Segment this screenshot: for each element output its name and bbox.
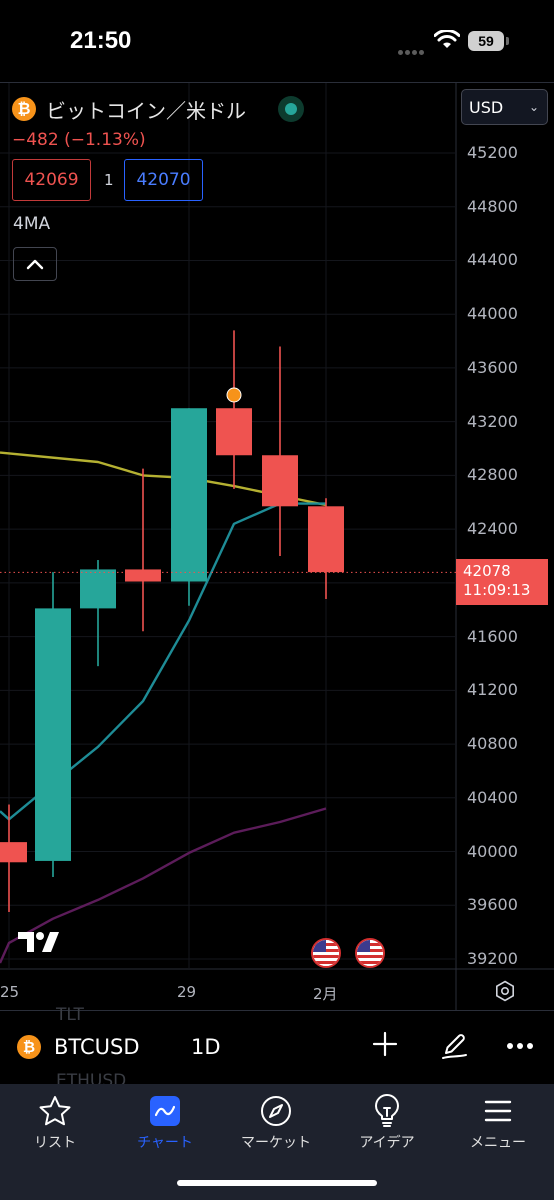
price-axis-label: 39600 (467, 895, 518, 915)
price-axis-label: 40400 (467, 787, 518, 807)
buy-button[interactable]: 42070 (124, 159, 203, 201)
tab-label: アイデア (359, 1135, 415, 1151)
tab-menu[interactable]: メニュー (443, 1094, 553, 1152)
tab-list[interactable]: リスト (0, 1094, 110, 1152)
currency-value: USD (469, 97, 504, 117)
candle-body (262, 455, 298, 507)
tab-label: マーケット (241, 1135, 311, 1151)
date-label-25: 25 (0, 983, 20, 1001)
battery-tip (506, 37, 509, 45)
indicator-label[interactable]: 4MA (13, 214, 51, 234)
compass-icon (261, 1096, 291, 1126)
chart-legend-symbol[interactable]: ₿ ビットコイン／米ドル (12, 95, 246, 123)
candle-body (125, 569, 161, 582)
sell-button[interactable]: 42069 (12, 159, 91, 201)
plus-icon[interactable] (372, 1031, 398, 1057)
price-axis-label: 41200 (467, 680, 518, 700)
drawing-pen-icon[interactable] (439, 1031, 469, 1061)
interval-button[interactable]: 1D (191, 1035, 221, 1059)
price-axis-label: 39200 (467, 949, 518, 968)
tab-label: チャート (137, 1135, 193, 1151)
price-axis-label: 41600 (467, 626, 518, 646)
chart-settings-icon[interactable] (494, 980, 516, 1002)
price-chart[interactable] (0, 83, 554, 1011)
bar-countdown: 11:09:13 (463, 581, 531, 599)
candle-body (80, 569, 116, 609)
lightbulb-icon (375, 1094, 399, 1127)
symbol-title: ビットコイン／米ドル (46, 98, 246, 123)
price-axis-label: 43600 (467, 357, 518, 377)
last-price-tag: 42078 11:09:13 (456, 559, 548, 605)
candle-body (308, 506, 344, 573)
price-axis-label: 43200 (467, 411, 518, 431)
candle-body (216, 408, 252, 456)
price-axis-label: 44400 (467, 250, 518, 270)
chart-icon (150, 1096, 180, 1126)
wifi-icon (434, 30, 460, 48)
chevron-down-icon: ⌄ (528, 100, 539, 114)
date-label-29: 29 (177, 983, 197, 1001)
hamburger-icon (484, 1100, 512, 1122)
more-options-icon[interactable] (506, 1042, 534, 1050)
clock: 21:50 (70, 27, 132, 54)
bitcoin-icon: ₿ (12, 97, 36, 121)
home-indicator (177, 1180, 377, 1186)
price-axis-label: 40800 (467, 734, 518, 754)
us-flag-event-icon[interactable] (355, 938, 385, 968)
price-axis-label: 45200 (467, 143, 518, 162)
candle-body (35, 608, 71, 861)
news-marker-icon (226, 387, 242, 403)
moving-average-line (0, 502, 326, 821)
price-axis-label: 40000 (467, 841, 518, 861)
tab-chart[interactable]: チャート (110, 1094, 220, 1152)
symbol-toolbar: TLT ₿ BTCUSD 1D ETHUSD (0, 1005, 554, 1091)
battery-indicator: 59 (468, 31, 504, 51)
tradingview-logo-icon (18, 932, 59, 952)
ghost-symbol-above: TLT (56, 1005, 84, 1025)
price-axis-label: 44800 (467, 196, 518, 216)
collapse-legend-button[interactable] (13, 247, 57, 281)
chart-area[interactable]: ₿ ビットコイン／米ドル −482 (−1.13%) 42069 1 42070… (0, 82, 554, 1011)
spread-value: 1 (104, 171, 114, 189)
chevron-up-icon (26, 259, 44, 270)
symbol-search-button[interactable]: BTCUSD (54, 1035, 140, 1059)
currency-select[interactable]: USD ⌄ (461, 89, 548, 125)
price-axis-label: 42400 (467, 519, 518, 539)
star-icon (39, 1096, 71, 1126)
price-change: −482 (−1.13%) (12, 130, 146, 150)
candle-body (0, 842, 27, 863)
date-label-feb: 2月 (313, 985, 338, 1003)
tab-label: メニュー (470, 1135, 526, 1151)
tab-market[interactable]: マーケット (221, 1094, 331, 1152)
tab-label: リスト (34, 1135, 76, 1151)
us-flag-event-icon[interactable] (311, 938, 341, 968)
candle-body (171, 408, 207, 582)
last-price: 42078 (463, 562, 511, 580)
signal-dots-icon (398, 40, 428, 55)
status-bar: 21:50 59 (0, 0, 554, 82)
bitcoin-icon: ₿ (17, 1035, 41, 1059)
tab-ideas[interactable]: アイデア (332, 1094, 442, 1152)
bottom-tab-bar: リスト チャート マーケット アイデア メニュー (0, 1084, 554, 1200)
price-axis-label: 44000 (467, 304, 518, 324)
market-open-status-icon (278, 96, 304, 122)
price-axis-label: 42800 (467, 465, 518, 485)
